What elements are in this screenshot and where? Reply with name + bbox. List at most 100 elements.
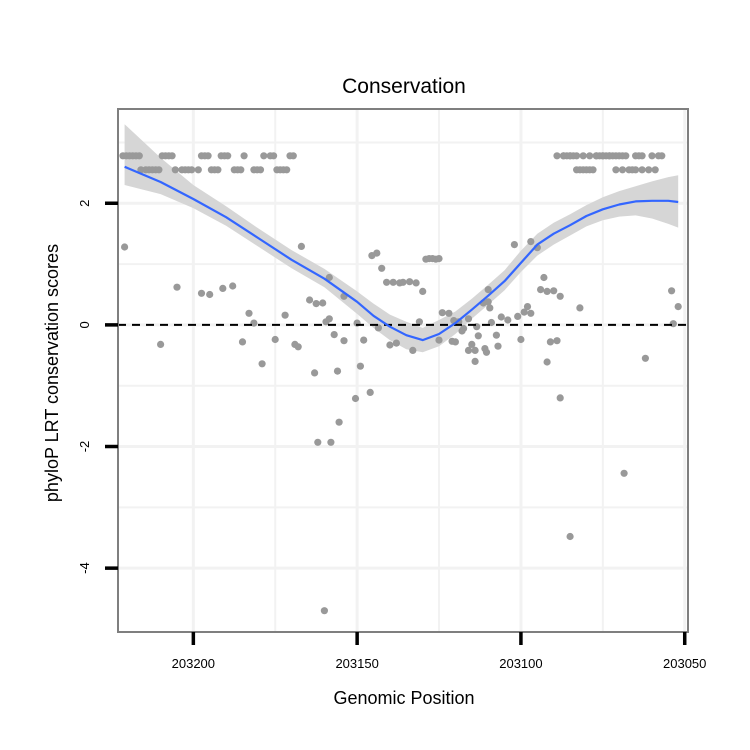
plot-background — [118, 109, 688, 632]
data-point — [651, 166, 659, 174]
data-point — [543, 287, 551, 295]
data-point — [351, 394, 360, 403]
data-point — [214, 166, 222, 174]
data-point — [556, 292, 564, 300]
data-point — [540, 273, 548, 282]
data-point — [523, 303, 532, 311]
data-point — [622, 152, 630, 160]
data-point — [612, 166, 620, 174]
data-point — [356, 362, 364, 370]
y-axis-title: phyloP LRT conservation scores — [42, 244, 62, 502]
data-point — [484, 286, 492, 294]
data-point — [260, 152, 268, 160]
data-point — [412, 279, 420, 287]
data-point — [335, 418, 343, 426]
data-point — [237, 166, 245, 174]
y-tick-label: 2 — [77, 200, 92, 207]
data-point — [599, 152, 607, 160]
data-point — [520, 308, 528, 316]
data-point — [486, 304, 494, 312]
data-point — [497, 313, 505, 321]
data-point — [271, 335, 279, 344]
data-point — [438, 309, 446, 317]
data-point — [406, 278, 414, 286]
data-point — [409, 346, 417, 354]
data-point — [510, 241, 518, 249]
data-point — [559, 152, 568, 160]
data-point — [641, 354, 650, 362]
data-point — [168, 152, 176, 160]
data-point — [392, 339, 400, 347]
data-point — [360, 336, 368, 344]
data-point — [669, 320, 677, 328]
data-point — [374, 324, 382, 332]
data-point — [674, 303, 682, 311]
data-point — [294, 343, 302, 351]
data-point — [620, 469, 628, 477]
data-point — [586, 152, 594, 160]
data-point — [514, 312, 522, 320]
data-point — [494, 342, 502, 350]
data-point — [527, 238, 535, 246]
data-point — [537, 286, 545, 294]
data-point — [415, 318, 423, 326]
data-point — [553, 337, 561, 345]
data-point — [566, 532, 574, 541]
data-point — [229, 282, 237, 290]
x-tick-label: 203200 — [172, 656, 215, 671]
plot-border — [117, 108, 689, 633]
data-point — [445, 309, 453, 317]
data-point — [492, 331, 500, 339]
data-point — [256, 166, 265, 174]
data-point — [238, 338, 247, 346]
data-point — [638, 166, 646, 174]
plot-panel: 203200 203150 203100 203050 2 0 -2 -4 — [77, 108, 706, 671]
data-point — [628, 166, 636, 174]
data-point — [219, 284, 227, 292]
data-point — [543, 358, 551, 366]
y-tick-label: 0 — [77, 321, 92, 328]
data-point — [224, 152, 232, 160]
data-point — [194, 166, 202, 174]
data-point — [378, 264, 386, 272]
data-point — [435, 255, 443, 263]
x-tick-label: 203050 — [663, 656, 706, 671]
data-point — [504, 316, 512, 324]
data-point — [121, 243, 129, 251]
data-point — [135, 152, 143, 160]
y-tick-label: -4 — [77, 562, 92, 574]
data-point — [197, 289, 206, 297]
data-point — [482, 348, 491, 356]
data-point — [250, 319, 258, 327]
data-point — [188, 166, 196, 174]
data-point — [484, 298, 492, 306]
data-point — [283, 166, 291, 174]
data-point — [566, 152, 574, 160]
data-point — [206, 290, 214, 299]
data-point — [638, 152, 646, 160]
data-point — [464, 346, 473, 354]
data-point — [550, 287, 558, 295]
y-tick-label: -2 — [77, 441, 92, 453]
data-point — [281, 311, 289, 319]
data-point — [471, 346, 479, 354]
x-axis-title: Genomic Position — [333, 688, 474, 708]
data-point — [312, 300, 320, 308]
data-point — [556, 394, 564, 402]
x-tick-label: 203100 — [499, 656, 542, 671]
data-point — [458, 327, 466, 335]
data-point — [618, 166, 627, 174]
data-point — [340, 337, 348, 345]
x-tick-label: 203150 — [335, 656, 378, 671]
data-point — [306, 296, 314, 304]
data-point — [648, 152, 656, 160]
data-point — [592, 152, 600, 160]
data-point — [435, 336, 443, 344]
data-point — [474, 332, 482, 340]
data-point — [171, 166, 179, 174]
data-point — [320, 607, 328, 615]
data-point — [419, 287, 427, 295]
data-point — [297, 242, 305, 250]
data-point — [373, 249, 381, 257]
